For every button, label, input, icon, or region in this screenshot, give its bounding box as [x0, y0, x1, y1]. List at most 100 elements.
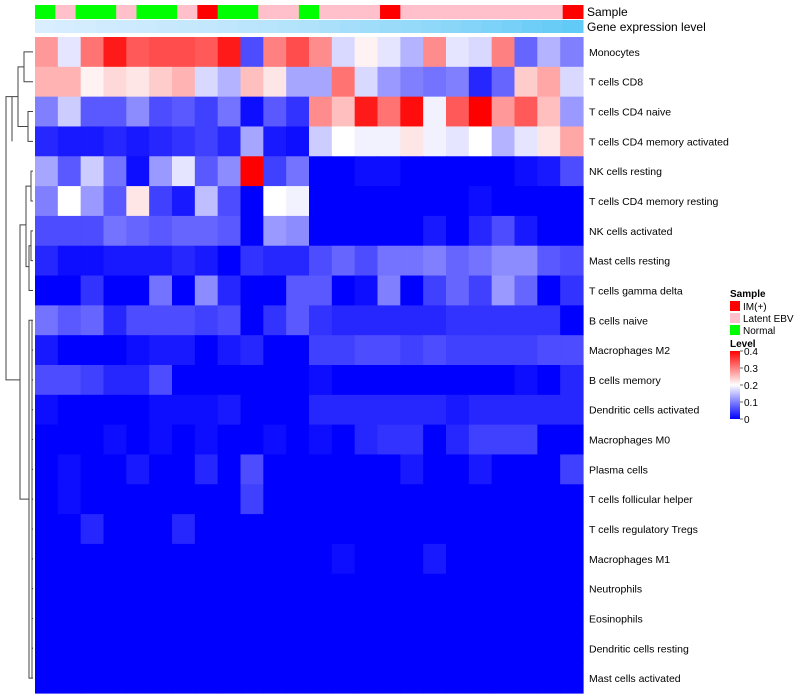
heatmap-cell	[331, 335, 356, 366]
heatmap-cell	[309, 66, 333, 98]
heatmap-cell	[194, 543, 219, 575]
heatmap-cell	[468, 215, 493, 247]
dendrogram-branch	[28, 245, 33, 291]
heatmap-cell	[57, 424, 82, 456]
heatmap-cell	[172, 454, 196, 485]
heatmap-cell	[537, 603, 561, 634]
heatmap-cell	[217, 633, 242, 664]
row-label: T cells CD8	[589, 77, 643, 89]
heatmap-cell	[514, 454, 538, 485]
heatmap-cell	[194, 514, 219, 545]
heatmap-cell	[286, 603, 310, 634]
legend-sample-title: Sample	[730, 289, 766, 300]
heatmap-cell	[537, 275, 561, 306]
dendrogram-branch	[19, 224, 29, 500]
heatmap-cell	[263, 37, 287, 68]
heatmap-cell	[377, 424, 401, 456]
heatmap-cell	[126, 215, 150, 247]
heatmap-cell	[217, 156, 242, 187]
heatmap-cell	[309, 186, 333, 217]
sample-annotation-cell	[298, 5, 320, 19]
dendrogram-branch	[31, 528, 33, 560]
heatmap-cell	[149, 66, 173, 98]
heatmap-cell	[80, 335, 105, 366]
heatmap-cell	[194, 126, 219, 157]
row-label: T cells regulatory Tregs	[589, 524, 698, 536]
heatmap-cell	[560, 454, 584, 485]
heatmap-cell	[514, 663, 538, 694]
heatmap-cell	[491, 96, 516, 128]
heatmap-cell	[217, 543, 242, 575]
heatmap-cell	[126, 126, 150, 157]
heatmap-cell	[240, 454, 264, 485]
expression-annotation-cell	[35, 20, 56, 33]
heatmap-cell	[80, 186, 105, 217]
row-label: B cells memory	[589, 375, 662, 387]
sample-annotation-cell	[461, 5, 483, 19]
heatmap-cell	[423, 365, 447, 396]
heatmap-cell	[468, 335, 493, 366]
heatmap-cell	[491, 275, 516, 306]
heatmap-cell	[468, 96, 493, 128]
heatmap-cell	[331, 126, 356, 157]
heatmap-cell	[309, 126, 333, 157]
heatmap-cell	[537, 365, 561, 396]
heatmap-cell	[514, 215, 538, 247]
heatmap-cell	[57, 126, 82, 157]
heatmap-cell	[35, 126, 59, 157]
heatmap-cell	[514, 365, 538, 396]
heatmap-cell	[377, 573, 401, 605]
heatmap-cell	[514, 543, 538, 575]
row-label: T cells CD4 naive	[589, 107, 671, 119]
heatmap-cell	[149, 394, 173, 426]
heatmap-cell	[423, 126, 447, 157]
heatmap-cell	[194, 37, 219, 68]
heatmap-cell	[400, 245, 424, 277]
heatmap-cell	[354, 126, 379, 157]
heatmap-cell	[309, 156, 333, 187]
heatmap-cell	[149, 365, 173, 396]
heatmap-cell	[240, 305, 264, 336]
sample-annotation-cell	[380, 5, 401, 19]
heatmap-cell	[103, 365, 127, 396]
sample-annotation-cell	[197, 5, 219, 19]
heatmap-cell	[35, 245, 59, 277]
row-label: T cells follicular helper	[589, 494, 693, 506]
heatmap-cell	[172, 66, 196, 98]
heatmap-cell	[35, 514, 59, 545]
heatmap-cell	[240, 245, 264, 277]
expression-annotation-cell	[380, 20, 401, 33]
heatmap-cell	[240, 156, 264, 187]
heatmap-cell	[491, 454, 516, 485]
heatmap-cell	[491, 663, 516, 694]
heatmap-cell	[446, 66, 470, 98]
heatmap-cell	[263, 215, 287, 247]
heatmap-cell	[126, 663, 150, 694]
sample-annotation-cell	[55, 5, 77, 19]
heatmap-cell	[286, 633, 310, 664]
heatmap-cell	[309, 543, 333, 575]
expression-annotation-cell	[116, 20, 137, 33]
heatmap-cell	[560, 484, 584, 515]
heatmap-cell	[537, 156, 561, 187]
heatmap-cell	[240, 37, 264, 68]
heatmap-cell	[491, 394, 516, 426]
heatmap-cell	[377, 215, 401, 247]
heatmap-cell	[423, 514, 447, 545]
row-label: Macrophages M1	[589, 554, 670, 566]
heatmap-cell	[172, 603, 196, 634]
heatmap-cell	[35, 275, 59, 306]
legend-tick-label: 0	[744, 415, 750, 426]
row-label: B cells naive	[589, 315, 648, 327]
heatmap-cell	[126, 275, 150, 306]
heatmap-cell	[423, 305, 447, 336]
heatmap-cell	[331, 603, 356, 634]
heatmap-cell	[377, 66, 401, 98]
heatmap-cell	[514, 275, 538, 306]
heatmap-cell	[286, 663, 310, 694]
heatmap-cell	[240, 275, 264, 306]
heatmap-cell	[400, 603, 424, 634]
heatmap-cell	[400, 663, 424, 694]
heatmap-cell	[35, 394, 59, 426]
heatmap-cell	[286, 186, 310, 217]
